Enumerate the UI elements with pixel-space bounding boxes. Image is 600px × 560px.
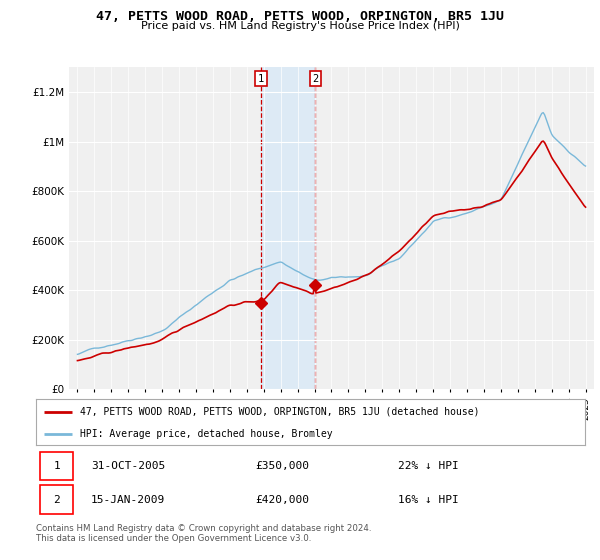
Text: 1: 1	[53, 461, 60, 471]
Text: 47, PETTS WOOD ROAD, PETTS WOOD, ORPINGTON, BR5 1JU (detached house): 47, PETTS WOOD ROAD, PETTS WOOD, ORPINGT…	[80, 407, 479, 417]
Text: Contains HM Land Registry data © Crown copyright and database right 2024.
This d: Contains HM Land Registry data © Crown c…	[36, 524, 371, 543]
Text: Price paid vs. HM Land Registry's House Price Index (HPI): Price paid vs. HM Land Registry's House …	[140, 21, 460, 31]
FancyBboxPatch shape	[40, 452, 73, 480]
Text: 22% ↓ HPI: 22% ↓ HPI	[398, 461, 459, 471]
Text: 15-JAN-2009: 15-JAN-2009	[91, 494, 165, 505]
Text: 1: 1	[258, 73, 264, 83]
Text: 2: 2	[53, 494, 60, 505]
Text: HPI: Average price, detached house, Bromley: HPI: Average price, detached house, Brom…	[80, 429, 332, 438]
FancyBboxPatch shape	[40, 486, 73, 514]
Text: £420,000: £420,000	[256, 494, 310, 505]
Text: 47, PETTS WOOD ROAD, PETTS WOOD, ORPINGTON, BR5 1JU: 47, PETTS WOOD ROAD, PETTS WOOD, ORPINGT…	[96, 10, 504, 23]
Text: 31-OCT-2005: 31-OCT-2005	[91, 461, 165, 471]
Bar	[261, 67, 315, 389]
Text: £350,000: £350,000	[256, 461, 310, 471]
Text: 16% ↓ HPI: 16% ↓ HPI	[398, 494, 459, 505]
Text: 2: 2	[312, 73, 319, 83]
